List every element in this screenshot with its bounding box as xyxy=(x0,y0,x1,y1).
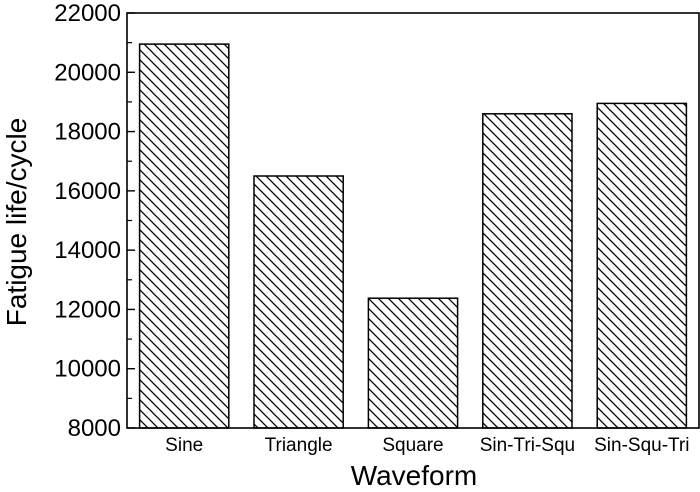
y-tick-label: 18000 xyxy=(54,119,121,146)
y-tick-label: 22000 xyxy=(54,0,121,27)
x-tick-label-triangle: Triangle xyxy=(265,435,333,456)
y-tick-label: 20000 xyxy=(54,59,121,86)
y-tick-label: 12000 xyxy=(54,296,121,323)
axis-layer xyxy=(126,12,700,429)
y-axis-title: Fatigue life/cycle xyxy=(1,118,32,327)
y-tick-label: 10000 xyxy=(54,356,121,383)
bars-layer xyxy=(138,43,688,429)
bar-sin-squ-tri xyxy=(596,102,688,429)
y-tick-label: 14000 xyxy=(54,237,121,264)
bar-triangle xyxy=(253,175,344,429)
x-tick-label-sin-tri-squ: Sin-Tri-Squ xyxy=(480,435,575,456)
bar-sine xyxy=(138,43,230,429)
x-tick-label-sine: Sine xyxy=(165,435,203,456)
x-tick-label-sin-squ-tri: Sin-Squ-Tri xyxy=(594,435,689,456)
y-tick-label: 16000 xyxy=(54,178,121,205)
x-axis-title: Waveform xyxy=(351,460,478,491)
bar-square xyxy=(367,297,459,429)
x-tick-label-square: Square xyxy=(382,435,443,456)
bar-sin-tri-squ xyxy=(482,113,573,429)
y-tick-label: 8000 xyxy=(68,415,121,442)
labels-layer: Sine Triangle Square Sin-Tri-Squ Sin-Squ-Tri… xyxy=(54,0,689,456)
